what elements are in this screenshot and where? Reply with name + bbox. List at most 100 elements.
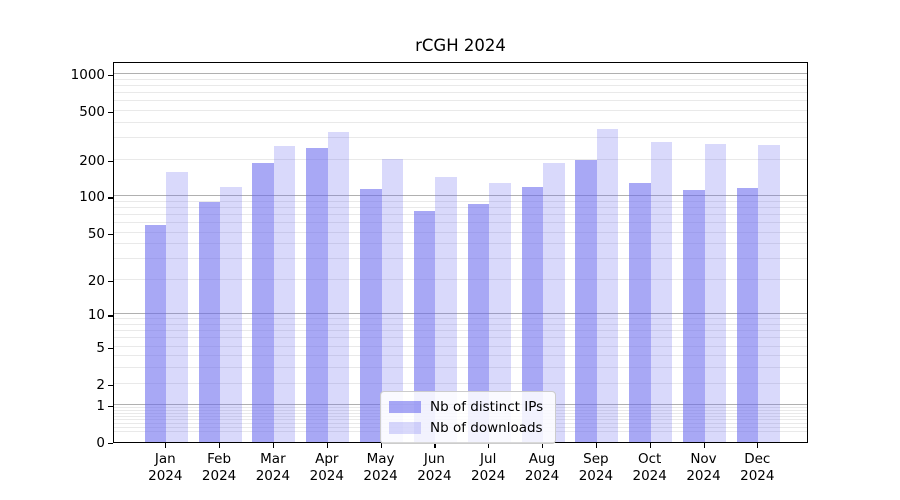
bar-distinct-ips-jul xyxy=(467,204,490,442)
gridline-minor xyxy=(114,337,807,339)
x-tick-mark xyxy=(219,443,221,448)
y-tick-label: 2 xyxy=(96,376,105,393)
gridline-minor xyxy=(114,85,807,87)
y-tick-mark xyxy=(108,75,113,77)
x-tick-mark xyxy=(272,443,275,448)
bar-distinct-ips-sep xyxy=(575,160,597,442)
bar-distinct-ips-oct xyxy=(629,183,651,442)
legend-swatch-downloads xyxy=(389,422,421,434)
y-tick-mark xyxy=(108,160,113,162)
gridline-minor xyxy=(114,382,807,384)
gridline-minor xyxy=(114,243,807,245)
y-tick-mark xyxy=(108,406,113,408)
x-tick-mark xyxy=(595,443,598,448)
bar-downloads-dec xyxy=(758,144,780,442)
x-tick-mark xyxy=(326,443,328,448)
y-tick-mark xyxy=(108,112,113,114)
bar-downloads-may xyxy=(381,159,404,442)
legend: Nb of distinct IPs Nb of downloads xyxy=(380,391,557,444)
y-tick-mark xyxy=(108,315,113,317)
x-tick-label-feb: Feb 2024 xyxy=(201,451,237,484)
chart-title: rCGH 2024 xyxy=(415,36,506,55)
bar-distinct-ips-feb xyxy=(198,201,221,442)
bar-distinct-ips-mar xyxy=(252,163,274,442)
bar-downloads-jun xyxy=(435,177,457,442)
gridline-minor xyxy=(114,367,807,369)
legend-label-downloads: Nb of downloads xyxy=(430,420,543,436)
gridline-minor xyxy=(114,137,807,139)
y-tick-label: 1 xyxy=(96,398,105,415)
bar-distinct-ips-apr xyxy=(306,148,328,442)
gridline-minor xyxy=(114,231,807,233)
y-tick-mark xyxy=(108,197,113,199)
y-tick-label: 500 xyxy=(79,104,105,121)
legend-item-downloads: Nb of downloads xyxy=(389,420,543,436)
gridline-minor xyxy=(114,258,807,260)
gridline-minor xyxy=(114,345,807,347)
gridline-major xyxy=(114,195,807,197)
gridline-minor xyxy=(114,222,807,224)
gridline-major xyxy=(114,73,807,75)
gridline-minor xyxy=(114,214,807,216)
bar-distinct-ips-nov xyxy=(683,189,705,442)
y-tick-mark xyxy=(108,384,113,386)
bar-distinct-ips-may xyxy=(360,188,382,442)
gridline-minor xyxy=(114,78,807,80)
legend-label-distinct-ips: Nb of distinct IPs xyxy=(430,399,544,415)
bar-downloads-jul xyxy=(489,183,511,442)
gridline-minor xyxy=(114,207,807,209)
bar-distinct-ips-jun xyxy=(413,210,436,442)
gridline-minor xyxy=(114,122,807,123)
x-tick-label-jan: Jan 2024 xyxy=(148,451,183,484)
gridline-minor xyxy=(114,279,807,280)
gridline-minor xyxy=(114,324,807,326)
bar-distinct-ips-dec xyxy=(736,188,759,442)
x-tick-mark xyxy=(165,443,167,448)
x-tick-label-may: May 2024 xyxy=(363,451,398,484)
x-tick-mark xyxy=(488,443,490,448)
plot-area: Nb of distinct IPs Nb of downloads xyxy=(113,62,808,444)
legend-swatch-distinct-ips xyxy=(389,401,421,413)
bar-downloads-sep xyxy=(596,128,619,442)
x-tick-label-jul: Jul 2024 xyxy=(471,451,506,484)
bar-downloads-oct xyxy=(650,142,673,442)
y-tick-mark xyxy=(108,347,113,349)
gridline-major xyxy=(114,313,807,315)
y-tick-label: 100 xyxy=(79,189,105,206)
y-tick-mark xyxy=(108,443,113,445)
bar-downloads-apr xyxy=(327,131,350,442)
x-tick-label-dec: Dec 2024 xyxy=(740,451,775,484)
x-tick-mark xyxy=(703,443,705,448)
bar-downloads-aug xyxy=(543,163,565,442)
gridline-minor xyxy=(114,330,807,332)
x-tick-label-sep: Sep 2024 xyxy=(578,451,614,484)
x-tick-mark xyxy=(757,443,759,448)
y-tick-label: 0 xyxy=(96,435,105,451)
y-tick-label: 50 xyxy=(87,225,105,242)
y-tick-mark xyxy=(108,281,113,283)
y-tick-mark xyxy=(108,233,113,235)
x-tick-label-nov: Nov 2024 xyxy=(686,451,721,484)
x-tick-mark xyxy=(649,443,651,448)
x-tick-label-oct: Oct 2024 xyxy=(632,451,667,484)
x-tick-label-apr: Apr 2024 xyxy=(309,451,344,484)
gridline-minor xyxy=(114,110,807,112)
gridline-minor xyxy=(114,92,807,94)
gridline-minor xyxy=(114,158,807,160)
x-tick-label-aug: Aug 2024 xyxy=(524,451,560,484)
bar-distinct-ips-jan xyxy=(144,225,167,442)
y-tick-label: 5 xyxy=(96,339,105,356)
x-tick-label-jun: Jun 2024 xyxy=(417,451,452,484)
y-tick-label: 1000 xyxy=(70,67,105,84)
y-tick-label: 10 xyxy=(87,307,105,324)
x-tick-mark xyxy=(542,443,544,448)
x-tick-mark xyxy=(380,443,382,448)
y-tick-label: 20 xyxy=(87,273,105,289)
bar-downloads-jan xyxy=(166,171,188,442)
x-tick-label-mar: Mar 2024 xyxy=(255,451,291,484)
bar-downloads-feb xyxy=(220,187,242,442)
bar-downloads-mar xyxy=(273,146,296,442)
x-tick-mark xyxy=(434,443,436,448)
gridline-minor xyxy=(114,318,807,320)
